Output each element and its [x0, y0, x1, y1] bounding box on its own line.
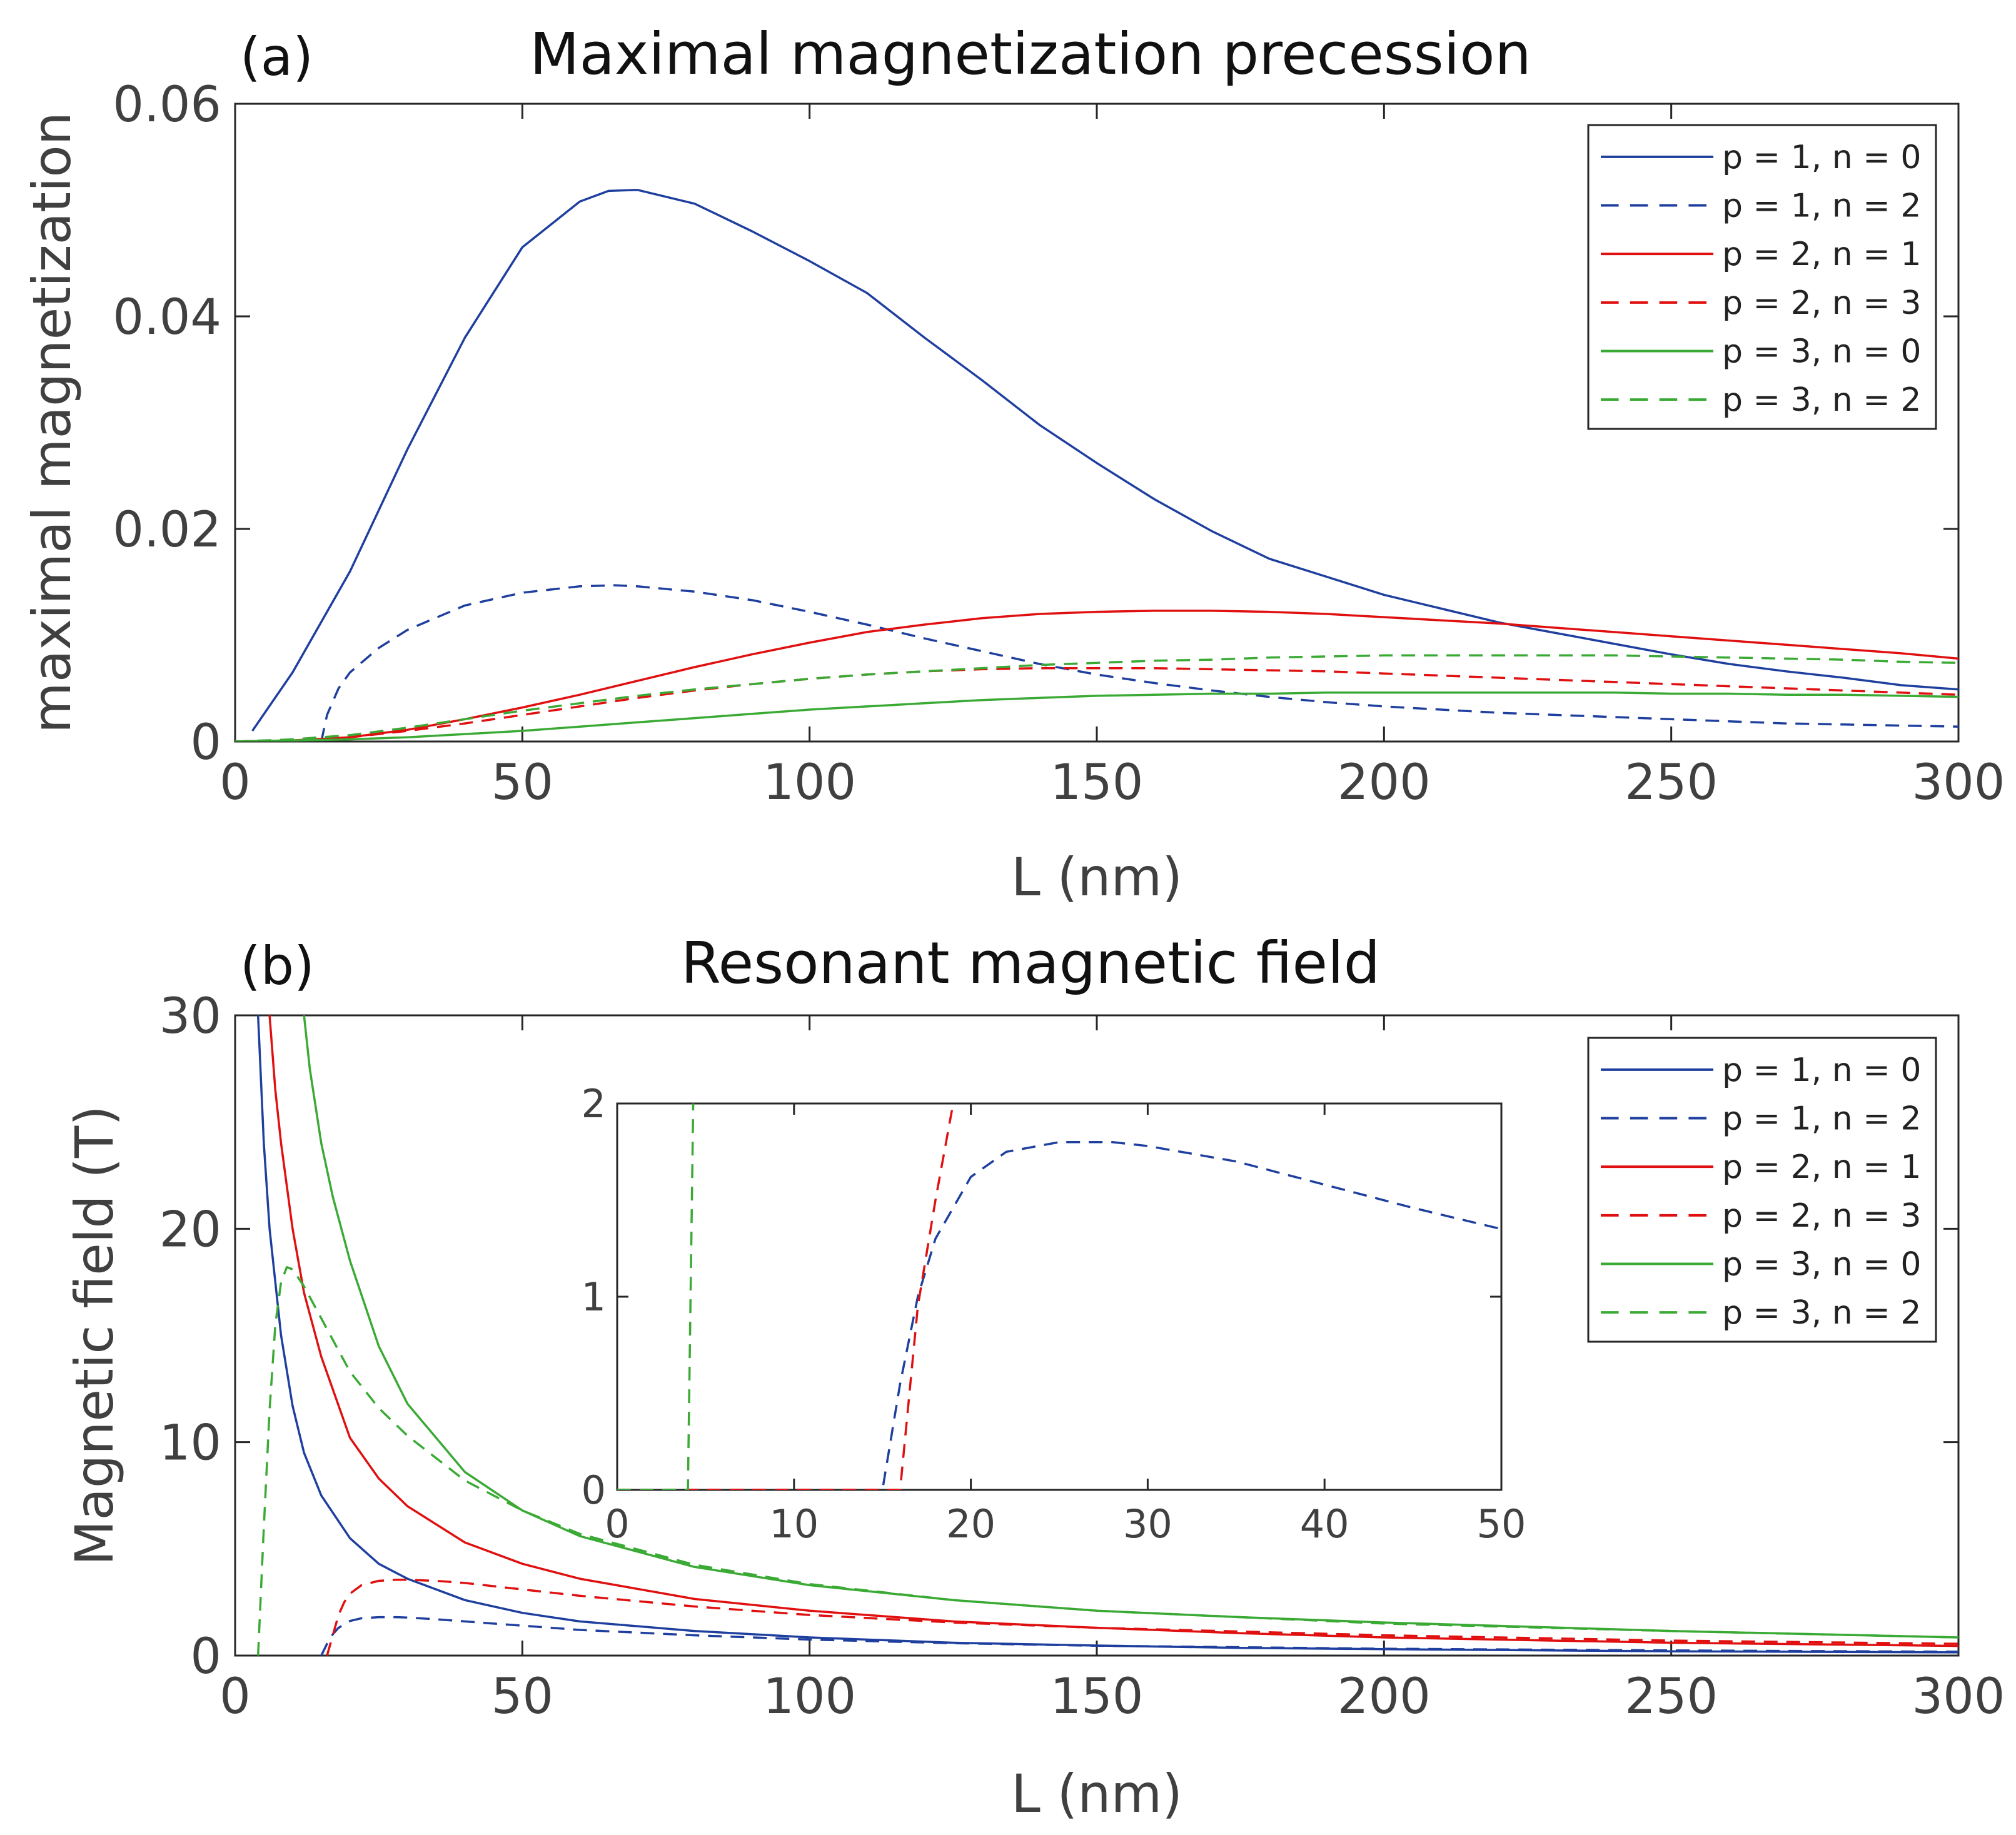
- panel-b-xtick-label: 300: [1912, 1669, 2005, 1725]
- panel-a-series-line-4: [235, 666, 1958, 742]
- panel-b-legend-entry: p = 3, n = 0: [1722, 1246, 1921, 1284]
- inset-xtick-label: 10: [769, 1501, 819, 1547]
- panel-b-series-line-4: [326, 1579, 1958, 1656]
- panel-a-series-line-6: [235, 654, 1958, 742]
- inset-xtick-label: 0: [605, 1501, 629, 1547]
- panel-a-ytick-label: 0.04: [113, 289, 221, 346]
- panel-b-inset: 0 10 20 30 40 50 0 1 2: [582, 1081, 1526, 1547]
- inset-xtick-label: 20: [946, 1501, 995, 1547]
- panel-b-ytick-label: 0: [190, 1629, 221, 1685]
- panel-a-series-line-5: [235, 691, 1958, 742]
- panel-a-series-line-1: [251, 188, 1958, 731]
- panel-a-xtick-label: 0: [219, 755, 251, 811]
- panel-b-xtick-label: 150: [1051, 1669, 1144, 1725]
- panel-a-ylabel: maximal magnetization: [21, 112, 83, 733]
- panel-a-xtick-label: 250: [1625, 755, 1718, 811]
- inset-ytick-label: 1: [582, 1274, 606, 1320]
- inset-xtick-label: 40: [1300, 1501, 1349, 1547]
- panel-a-xlabel: L (nm): [1011, 847, 1182, 908]
- panel-b-label: (b): [240, 935, 315, 997]
- inset-series-line-2: [617, 1104, 955, 1490]
- panel-a-ticks: 0 50 100 150 200 250 300 0 0.02 0.04 0.06: [113, 77, 2005, 811]
- panel-b-series: [256, 1015, 1958, 1656]
- panel-b-legend-entry: p = 2, n = 1: [1722, 1149, 1921, 1186]
- panel-a-xtick-label: 50: [491, 755, 553, 811]
- panel-b-ytick-label: 30: [159, 988, 221, 1045]
- panel-a-ytick-label: 0.02: [113, 502, 221, 558]
- panel-a-legend-entry: p = 1, n = 0: [1722, 139, 1921, 176]
- panel-b-ytick-label: 20: [159, 1202, 221, 1258]
- panel-a-legend-entry: p = 2, n = 1: [1722, 236, 1921, 273]
- inset-xtick-label: 30: [1123, 1501, 1172, 1547]
- panel-a-series-line-3: [235, 610, 1958, 742]
- panel-b-ylabel: Magnetic field (T): [64, 1105, 125, 1566]
- panel-a-xtick-label: 200: [1338, 755, 1431, 811]
- panel-b-legend-entry: p = 1, n = 0: [1722, 1052, 1921, 1089]
- panel-b-chart: (b) Resonant magnetic field 0 50 100 150 200…: [64, 930, 2005, 1824]
- panel-b-xtick-label: 100: [763, 1669, 856, 1725]
- panel-b-legend: p = 1, n = 0 p = 1, n = 2 p = 2, n = 1 p = …: [1587, 1037, 1937, 1343]
- panel-a-legend-box: [1587, 124, 1937, 430]
- panel-b-series-line-3: [268, 1015, 1958, 1647]
- inset-ytick-label: 0: [582, 1467, 606, 1513]
- inset-series-line-1: [617, 1141, 1501, 1490]
- panel-a-series: [235, 188, 1958, 742]
- panel-b-title: Resonant magnetic field: [681, 930, 1380, 997]
- panel-b-series-line-6: [256, 1266, 1958, 1656]
- inset-axes-box: [616, 1102, 1503, 1491]
- panel-a-label: (a): [240, 26, 313, 88]
- panel-b-series-line-2: [320, 1616, 1958, 1656]
- panel-a-ytick-label: 0: [190, 715, 221, 771]
- panel-a-ytick-label: 0.06: [113, 77, 221, 133]
- panel-b-legend-box: [1587, 1037, 1937, 1343]
- panel-a-legend-entry: p = 3, n = 2: [1722, 381, 1921, 419]
- panel-b-xtick-label: 250: [1625, 1669, 1718, 1725]
- inset-ytick-label: 2: [582, 1081, 606, 1127]
- inset-series: [617, 1104, 1501, 1490]
- panel-a-title: Maximal magnetization precession: [530, 21, 1531, 88]
- inset-xtick-label: 50: [1477, 1501, 1526, 1547]
- panel-b-xlabel: L (nm): [1011, 1763, 1182, 1824]
- panel-a-legend: p = 1, n = 0 p = 1, n = 2 p = 2, n = 1 p = …: [1587, 124, 1937, 430]
- panel-a-legend-entry: p = 1, n = 2: [1722, 188, 1921, 225]
- panel-a-chart: (a) Maximal magnetization precession 0 50…: [21, 21, 2005, 908]
- panel-b-ytick-label: 10: [159, 1415, 221, 1472]
- panel-b-xtick-label: 0: [219, 1669, 251, 1725]
- inset-ticks: 0 10 20 30 40 50 0 1 2: [582, 1081, 1526, 1547]
- panel-b-xtick-label: 200: [1338, 1669, 1431, 1725]
- panel-a-xtick-label: 100: [763, 755, 856, 811]
- panel-a-series-line-2: [320, 584, 1958, 742]
- panel-b-legend-entry: p = 3, n = 2: [1722, 1294, 1921, 1332]
- panel-a-legend-entry: p = 2, n = 3: [1722, 284, 1921, 322]
- panel-a-legend-entry: p = 3, n = 0: [1722, 333, 1921, 371]
- panel-a-xtick-label: 150: [1051, 755, 1144, 811]
- panel-b-legend-entry: p = 2, n = 3: [1722, 1197, 1921, 1235]
- panel-b-legend-entry: p = 1, n = 2: [1722, 1100, 1921, 1138]
- panel-a-xtick-label: 300: [1912, 755, 2005, 811]
- panel-b-xtick-label: 50: [491, 1669, 553, 1725]
